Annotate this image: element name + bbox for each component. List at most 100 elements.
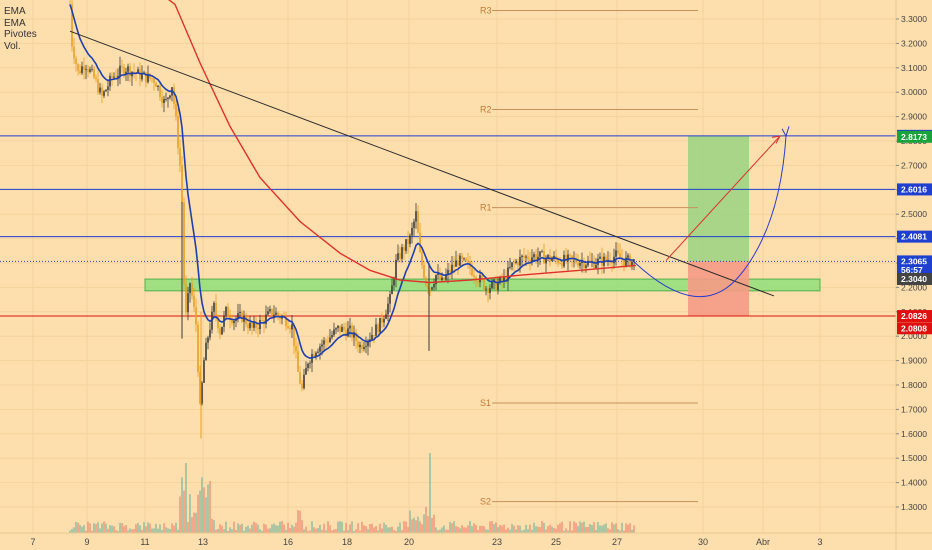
volume-bar [245,526,247,533]
volume-bar [473,523,475,533]
candle-body [177,116,179,149]
volume-bar [491,521,493,533]
x-tick-label: 3 [817,537,822,547]
volume-bar [165,527,167,533]
legend-pivots[interactable]: Pivotes [4,29,37,40]
candle-body [519,257,521,266]
volume-bar [217,528,219,533]
volume-bar [133,528,135,533]
volume-bar [229,527,231,533]
volume-bar [543,522,545,533]
volume-bar [349,524,351,533]
candle-body [125,71,127,75]
volume-bar [317,528,319,533]
volume-bar [145,526,147,533]
volume-bar [195,512,197,533]
candle-body [419,232,421,253]
candle-body [205,342,207,361]
target-zone [688,135,749,262]
volume-bar [319,524,321,533]
volume-bar [483,526,485,533]
ema-slow-line [168,0,637,284]
volume-bar [255,522,257,533]
volume-bar [259,529,261,533]
volume-bar [177,529,179,533]
legend-ema-1[interactable]: EMA [4,6,26,17]
volume-bar [481,525,483,533]
candle-body [447,269,449,275]
candle-body [337,325,339,329]
legend-volume[interactable]: Vol. [4,40,21,52]
candle-body [439,273,441,281]
volume-bar [425,506,427,533]
volume-bar [359,530,361,533]
candle-body [543,251,545,264]
volume-bar [269,528,271,533]
price-tags: 2.82112.81732.60162.40812.306556:572.304… [897,129,932,335]
candle-body [397,253,399,260]
legend-ema-2[interactable]: EMA [4,17,26,29]
y-tick-label: 3.2000 [901,38,927,48]
volume-bar [615,523,617,533]
volume-bar [539,527,541,533]
price-tag-bg [897,322,932,335]
volume-bar [467,525,469,533]
candle-body [449,269,451,273]
volume-bar [299,510,301,533]
indicator-legend[interactable]: EMA EMA Pivotes Vol. [4,6,37,52]
x-tick-label: 13 [198,537,208,547]
volume-bar [393,529,395,533]
volume-bar [309,530,311,533]
y-tick-label: 1.9000 [901,356,927,366]
candle-body [323,340,325,345]
volume-bar [185,463,187,533]
candle-body [95,77,97,80]
candle-body [203,360,205,383]
volume-bar [405,521,407,533]
candle-body [505,276,507,282]
volume-bar [237,523,239,533]
candle-body [269,309,271,312]
candle-body [541,251,543,253]
candle-body [81,66,83,74]
time-axis[interactable]: 7 9 11 13 16 18 20 23 25 27 30 Abr 3 [0,532,932,547]
candle-body [509,266,511,268]
candle-body [247,324,249,329]
candle-body [273,314,275,316]
volume-bar [115,530,117,533]
volume-bar [357,523,359,533]
volume-bar [305,526,307,533]
candle-body [89,69,91,72]
candle-body [185,284,187,313]
volume-bar [79,525,81,533]
candle-body [311,354,313,363]
price-tag-bg [897,310,932,323]
candlesticks [69,0,635,439]
volume-bar [277,525,279,533]
candle-body [371,335,373,340]
candle-body [257,327,259,330]
volume-bar [323,523,325,533]
volume-bar [613,524,615,533]
volume-bar [187,521,189,533]
volume-bar [415,520,417,533]
candle-body [255,321,257,328]
volume-bar [385,524,387,533]
volume-bar [419,521,421,533]
volume-bar [453,521,455,533]
price-tag-bg [897,272,932,285]
candle-body [309,362,311,364]
x-tick-label: 7 [30,537,35,547]
volume-bar [139,525,141,533]
candle-body [453,264,455,267]
pivot-label: R1 [480,203,492,213]
candle-body [407,239,409,244]
candle-body [109,75,111,87]
candle-body [545,258,547,264]
volume-bar [227,530,229,533]
candle-body [477,281,479,283]
volume-bar [629,523,631,533]
candle-body [467,260,469,262]
volume-bar [311,521,313,533]
